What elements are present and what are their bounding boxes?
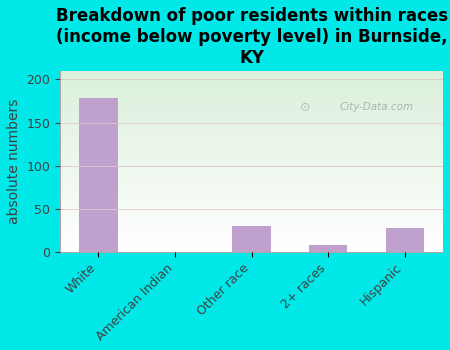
Bar: [309, 245, 347, 252]
Text: City-Data.com: City-Data.com: [340, 102, 414, 112]
Title: Breakdown of poor residents within races
(income below poverty level) in Burnsid: Breakdown of poor residents within races…: [55, 7, 448, 66]
Y-axis label: absolute numbers: absolute numbers: [7, 99, 21, 224]
Text: ⊙: ⊙: [300, 100, 310, 113]
Bar: [233, 226, 271, 252]
Bar: [79, 98, 117, 252]
Bar: [386, 228, 424, 252]
